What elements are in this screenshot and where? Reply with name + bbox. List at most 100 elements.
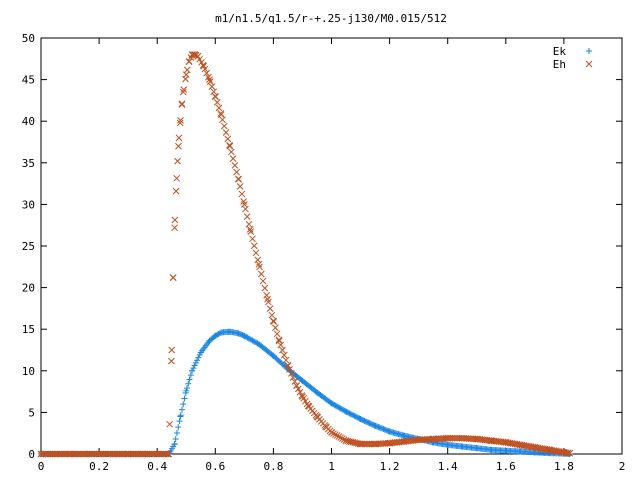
data-point: [212, 332, 219, 339]
data-point: [248, 336, 255, 343]
data-point: [252, 249, 260, 257]
data-point: [206, 337, 213, 344]
data-point: [348, 411, 355, 418]
data-point: [176, 119, 184, 127]
data-point: [253, 339, 260, 346]
data-point: [250, 338, 257, 345]
data-point: [173, 430, 180, 437]
data-point: [257, 270, 265, 278]
data-point: [244, 334, 251, 341]
data-point: [259, 277, 267, 285]
data-point: [487, 437, 495, 445]
data-point: [236, 182, 244, 190]
y-tick-label: 10: [22, 365, 35, 378]
data-point: [235, 330, 242, 337]
data-point: [291, 378, 299, 385]
data-point: [322, 423, 330, 430]
data-point: [347, 410, 354, 417]
data-point: [236, 330, 243, 337]
data-point: [164, 450, 172, 458]
data-point: [264, 295, 271, 303]
data-point: [357, 440, 364, 448]
data-point: [185, 380, 192, 387]
data-point: [252, 338, 259, 345]
x-tick-label: 1.4: [438, 460, 458, 473]
data-point: [219, 116, 226, 124]
data-point: [275, 336, 283, 344]
data-point: [245, 220, 253, 228]
data-point: [178, 101, 186, 108]
y-tick-label: 5: [28, 406, 35, 419]
data-point: [333, 432, 341, 439]
data-point: [357, 416, 364, 423]
data-point: [401, 432, 408, 439]
data-point: [379, 425, 386, 432]
data-point: [369, 421, 376, 428]
data-point: [222, 129, 230, 136]
data-point: [241, 332, 248, 339]
data-point: [458, 434, 466, 442]
data-point: [377, 425, 384, 432]
x-tick-label: 1.6: [496, 460, 516, 473]
data-point: [560, 448, 568, 456]
data-point: [473, 435, 481, 443]
data-point: [171, 216, 179, 224]
data-point: [365, 419, 372, 426]
data-point: [186, 376, 193, 383]
data-point: [531, 443, 539, 451]
series-ek: [38, 328, 573, 457]
y-tick-label: 15: [22, 323, 35, 336]
data-point: [293, 382, 300, 390]
data-point: [238, 331, 245, 338]
data-point: [254, 256, 262, 264]
x-tick-label: 0.2: [89, 460, 109, 473]
data-point: [338, 406, 345, 413]
series-eh: [37, 51, 574, 458]
data-point: [217, 111, 225, 118]
data-point: [226, 328, 233, 335]
data-point: [275, 337, 283, 345]
data-point: [192, 359, 199, 366]
data-point: [337, 434, 344, 441]
x-tick-label: 0: [38, 460, 45, 473]
y-tick-label: 20: [22, 282, 35, 295]
data-point: [220, 122, 228, 130]
data-point: [280, 351, 288, 359]
data-point: [238, 190, 246, 198]
data-point: [168, 357, 175, 365]
x-axis: 0 0.2 0.4 0.6 0.8 1 1.2 1.4 1.6 1.8 2: [38, 38, 625, 473]
plot-frame: [40, 37, 623, 455]
data-point: [200, 62, 208, 70]
data-point: [313, 389, 320, 396]
data-point: [286, 366, 293, 373]
data-point: [191, 362, 198, 369]
data-point: [153, 450, 161, 458]
data-point: [162, 450, 170, 458]
data-point: [356, 415, 363, 422]
data-point: [287, 370, 295, 377]
data-point: [240, 201, 248, 208]
data-point: [359, 416, 366, 423]
data-point: [37, 450, 45, 458]
data-point: [190, 365, 197, 372]
data-point: [206, 78, 214, 85]
data-point: [566, 449, 574, 457]
data-point: [386, 439, 393, 447]
data-point: [188, 51, 196, 58]
data-point: [361, 417, 368, 424]
data-point: [279, 346, 286, 354]
data-point: [176, 418, 183, 425]
data-point: [227, 148, 235, 156]
y-tick-label: 30: [22, 198, 35, 211]
data-point: [339, 435, 346, 442]
data-point: [351, 412, 358, 419]
data-point: [516, 441, 524, 449]
data-point: [261, 284, 269, 292]
data-point: [375, 424, 382, 431]
data-point: [66, 450, 74, 458]
data-point: [203, 69, 211, 77]
data-point: [444, 441, 451, 448]
data-point: [198, 58, 205, 66]
data-point: [335, 433, 343, 440]
